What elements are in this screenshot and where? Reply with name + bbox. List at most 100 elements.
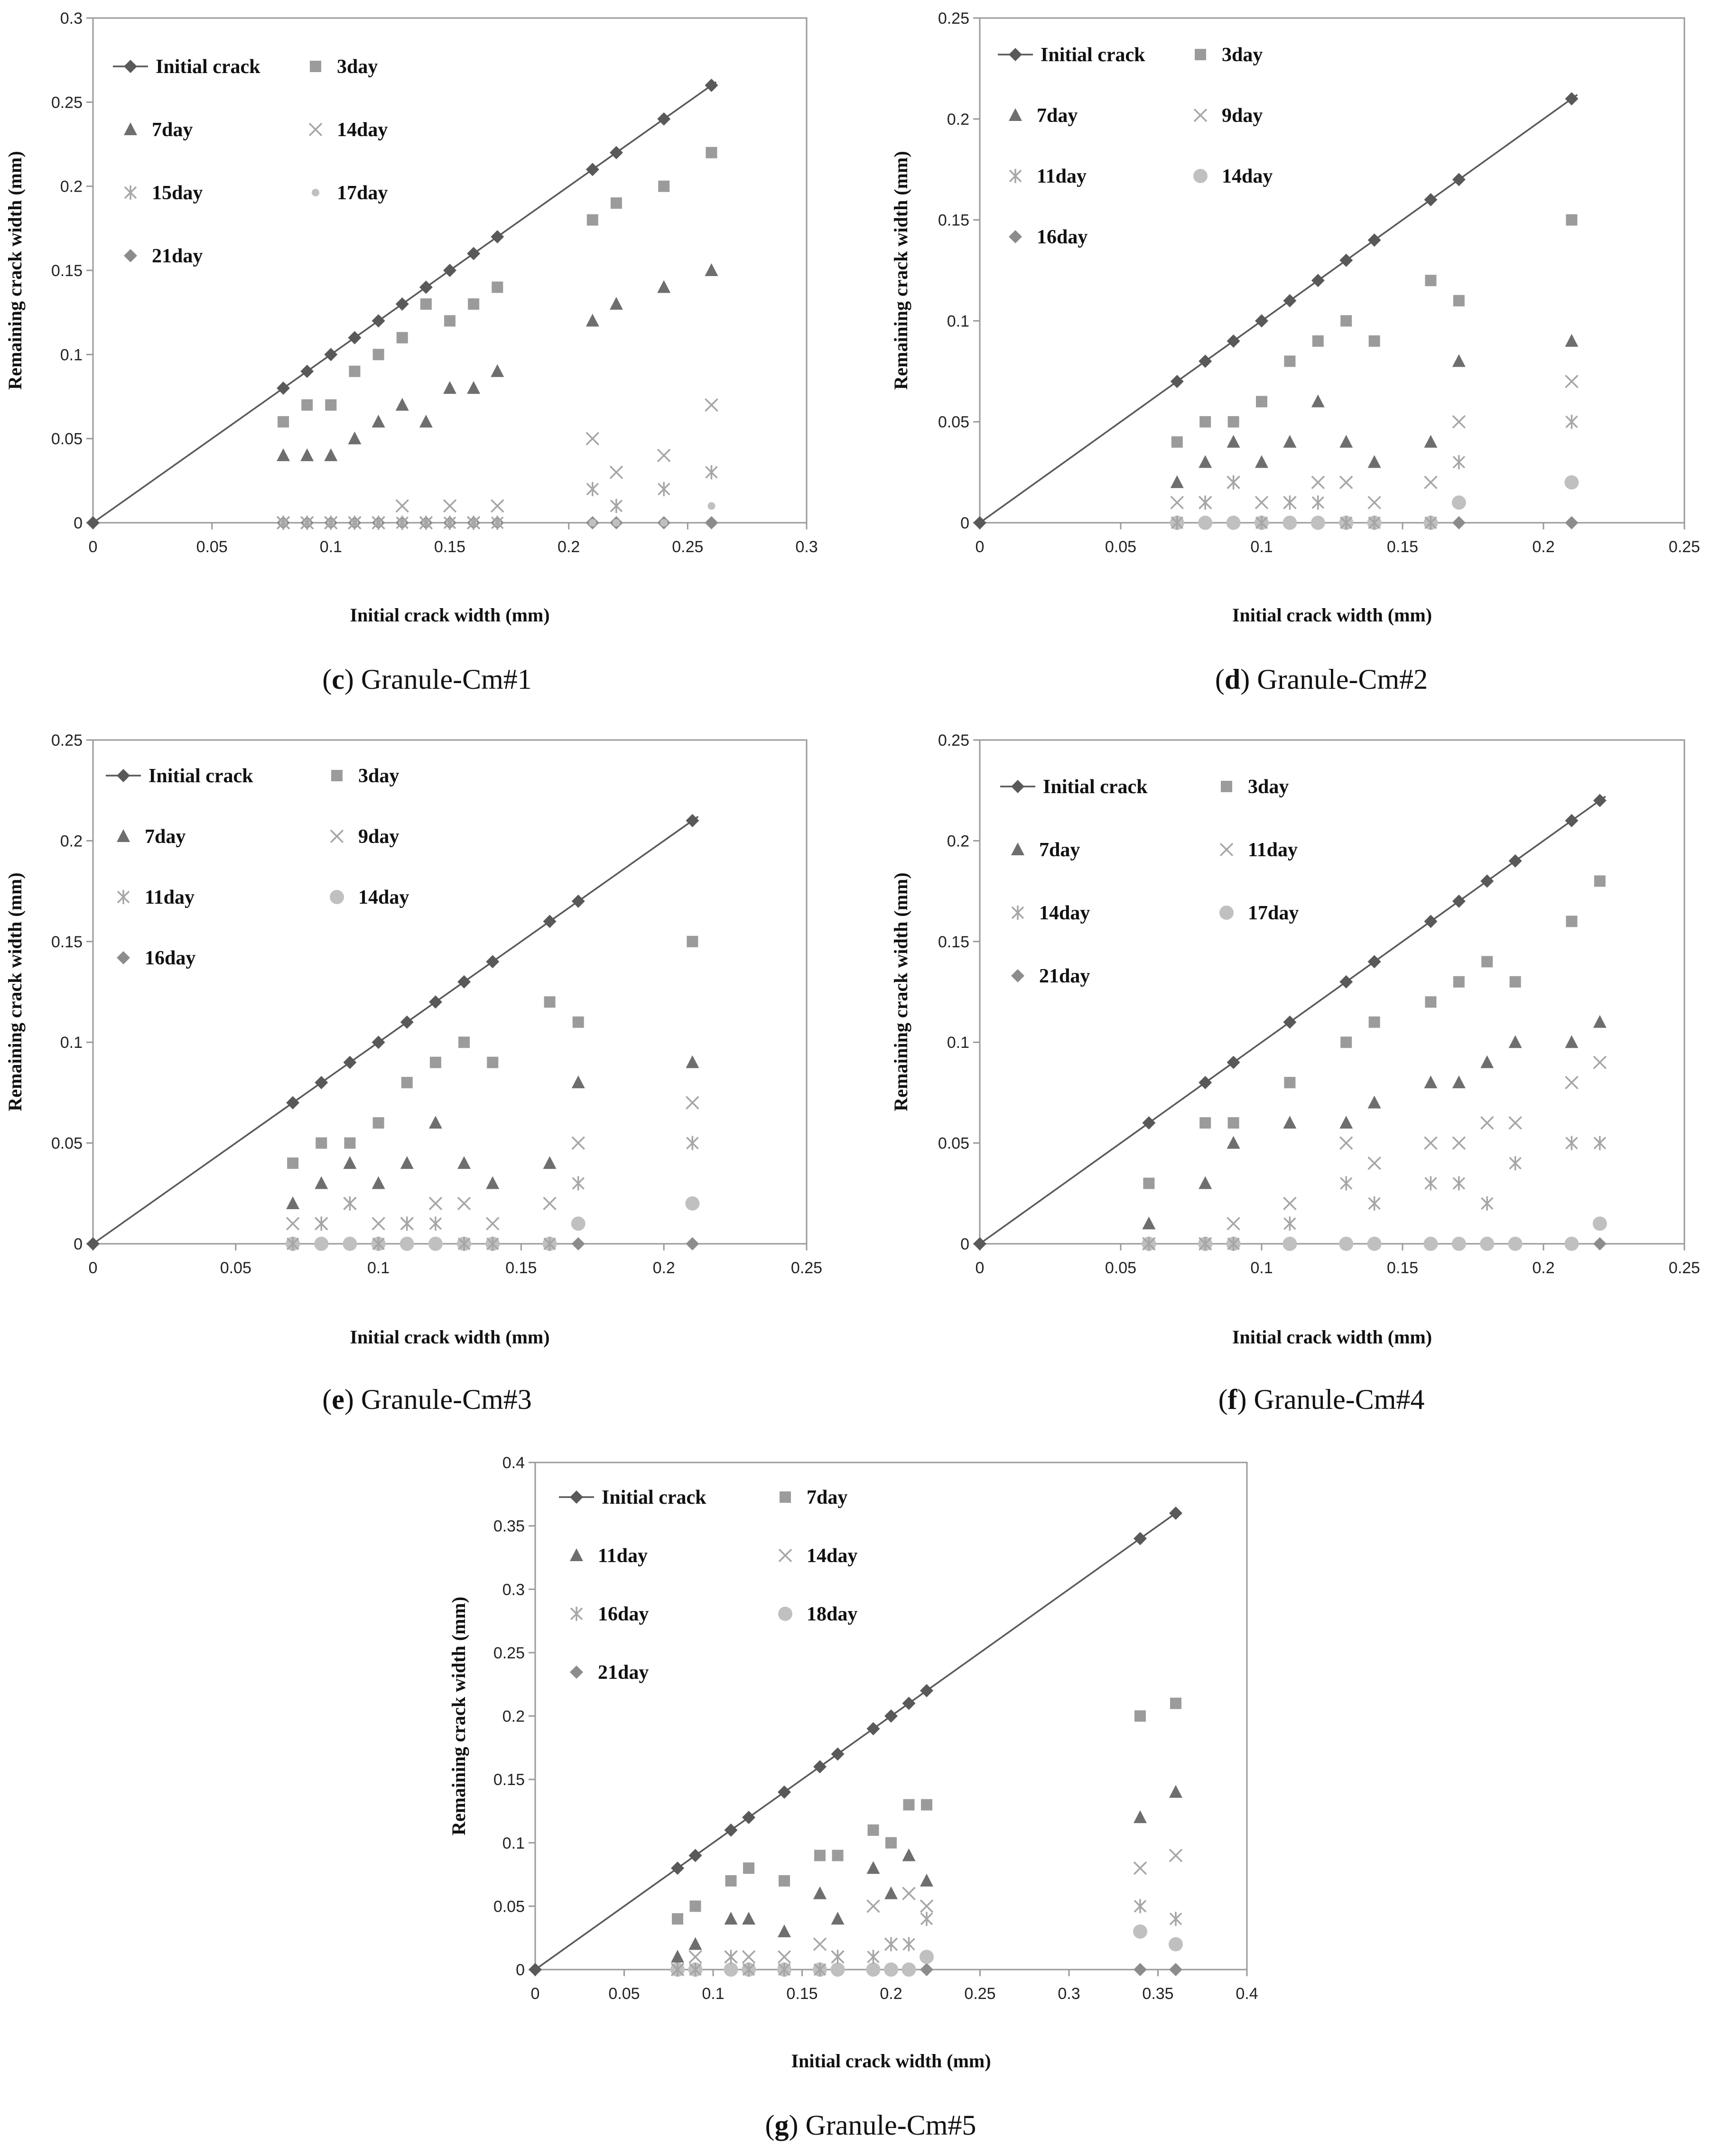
data-point-initial-crack [1593, 794, 1607, 807]
y-tick-label: 0.2 [60, 832, 83, 850]
data-point-initial-crack [1170, 375, 1184, 389]
legend-17day-label: 17day [337, 182, 388, 204]
data-point-initial-crack [609, 146, 623, 159]
data-point-14day [1564, 475, 1579, 490]
data-point-11day [902, 1848, 916, 1861]
legend-3day-label: 3day [1248, 776, 1289, 798]
data-point-7day [832, 1850, 844, 1861]
y-tick-label: 0.25 [51, 731, 83, 750]
data-point-16day [902, 1937, 915, 1952]
data-point-7day [491, 364, 504, 377]
legend-9day-marker [1193, 108, 1208, 122]
data-point-7day [814, 1850, 826, 1861]
panel-caption: (g) Granule-Cm#5 [765, 2110, 976, 2141]
data-point-7day [705, 263, 718, 276]
data-point-9day [428, 1196, 443, 1211]
data-point-3day [1199, 416, 1211, 428]
data-point-16day [742, 1962, 755, 1977]
data-point-11day [1424, 516, 1437, 530]
data-point-11day [1452, 1136, 1466, 1150]
y-tick-label: 0.25 [51, 93, 83, 111]
data-point-initial-crack [1424, 193, 1438, 207]
data-point-initial-crack [884, 1709, 898, 1723]
data-point-21day [1593, 1237, 1607, 1250]
x-axis-title: Initial crack width (mm) [1232, 1326, 1432, 1348]
data-point-11day [1339, 516, 1353, 530]
data-point-7day [1311, 394, 1325, 407]
data-point-3day [1425, 996, 1437, 1008]
legend-initial-crack-marker [117, 769, 130, 782]
data-point-7day [372, 1176, 385, 1189]
data-point-3day [687, 935, 698, 947]
x-tick-label: 0.1 [702, 1985, 724, 2003]
legend-initial-crack-marker [570, 1490, 583, 1504]
y-tick-label: 0.05 [51, 1135, 83, 1153]
data-point-7day [400, 1156, 414, 1169]
legend-initial-crack-marker [1009, 48, 1022, 61]
data-point-3day [544, 996, 556, 1008]
data-point-14day [902, 1887, 916, 1900]
data-point-3day [316, 1137, 327, 1149]
x-tick-label: 0.1 [367, 1259, 390, 1277]
data-point-9day [1339, 475, 1353, 490]
data-point-initial-crack [585, 163, 599, 176]
data-point-14day [276, 516, 290, 530]
data-point-initial-crack [467, 247, 481, 260]
legend-21day-marker [570, 1666, 583, 1679]
data-point-initial-crack [300, 364, 314, 378]
data-point-17day [707, 502, 716, 510]
data-point-3day [1481, 956, 1493, 968]
y-tick-label: 0.35 [493, 1518, 525, 1536]
y-tick-label: 0.15 [938, 933, 969, 951]
data-point-initial-crack [443, 264, 456, 277]
data-point-11day [920, 1873, 933, 1887]
data-point-14day [585, 432, 600, 445]
x-tick-label: 0 [89, 538, 98, 556]
data-point-initial-crack [920, 1684, 933, 1698]
legend-16day-marker [570, 1607, 583, 1621]
data-point-initial-crack [831, 1747, 845, 1761]
legend-3day-label: 3day [1222, 44, 1263, 66]
x-tick-label: 0 [89, 1259, 98, 1277]
data-point-9day [1198, 496, 1212, 509]
x-tick-label: 0.2 [880, 1985, 902, 2003]
data-point-3day [325, 399, 337, 411]
data-point-7day [1199, 1176, 1212, 1189]
legend-16day-label: 16day [145, 947, 195, 969]
data-point-17day [1480, 1237, 1495, 1251]
data-point-14day [443, 499, 457, 513]
data-point-14day [400, 1237, 414, 1251]
data-point-7day [743, 1862, 754, 1874]
data-point-15day [491, 516, 504, 530]
data-point-14day [314, 1237, 329, 1251]
data-point-7day [300, 448, 314, 462]
data-point-17day [1564, 1237, 1579, 1251]
data-point-7day [419, 415, 433, 428]
data-point-7day [686, 1055, 699, 1068]
data-point-11day [1255, 516, 1268, 530]
data-point-7day [395, 398, 409, 411]
legend-14day-marker [308, 122, 323, 137]
data-point-14day [742, 1950, 756, 1964]
data-point-14day [1565, 1136, 1578, 1150]
data-point-18day [884, 1962, 898, 1977]
y-tick-label: 0.4 [502, 1454, 525, 1472]
data-point-initial-crack [1134, 1532, 1147, 1545]
data-point-9day [486, 1217, 500, 1231]
data-point-14day [724, 1950, 738, 1964]
x-tick-label: 0.05 [220, 1259, 251, 1277]
data-point-3day [1340, 1036, 1352, 1048]
y-tick-label: 0.25 [938, 731, 969, 750]
data-point-14day [343, 1237, 357, 1251]
data-point-7day [1255, 455, 1268, 468]
data-point-initial-crack [1227, 334, 1240, 348]
y-tick-label: 0 [960, 1235, 969, 1253]
legend-11day-label: 11day [145, 887, 195, 908]
data-point-initial-crack [1424, 915, 1438, 928]
data-point-11day [884, 1886, 898, 1899]
data-point-14day [688, 1950, 702, 1964]
data-point-18day [866, 1962, 881, 1977]
data-point-14day [1451, 495, 1466, 510]
x-tick-label: 0.2 [1532, 1259, 1554, 1277]
data-point-7day [672, 1913, 683, 1925]
